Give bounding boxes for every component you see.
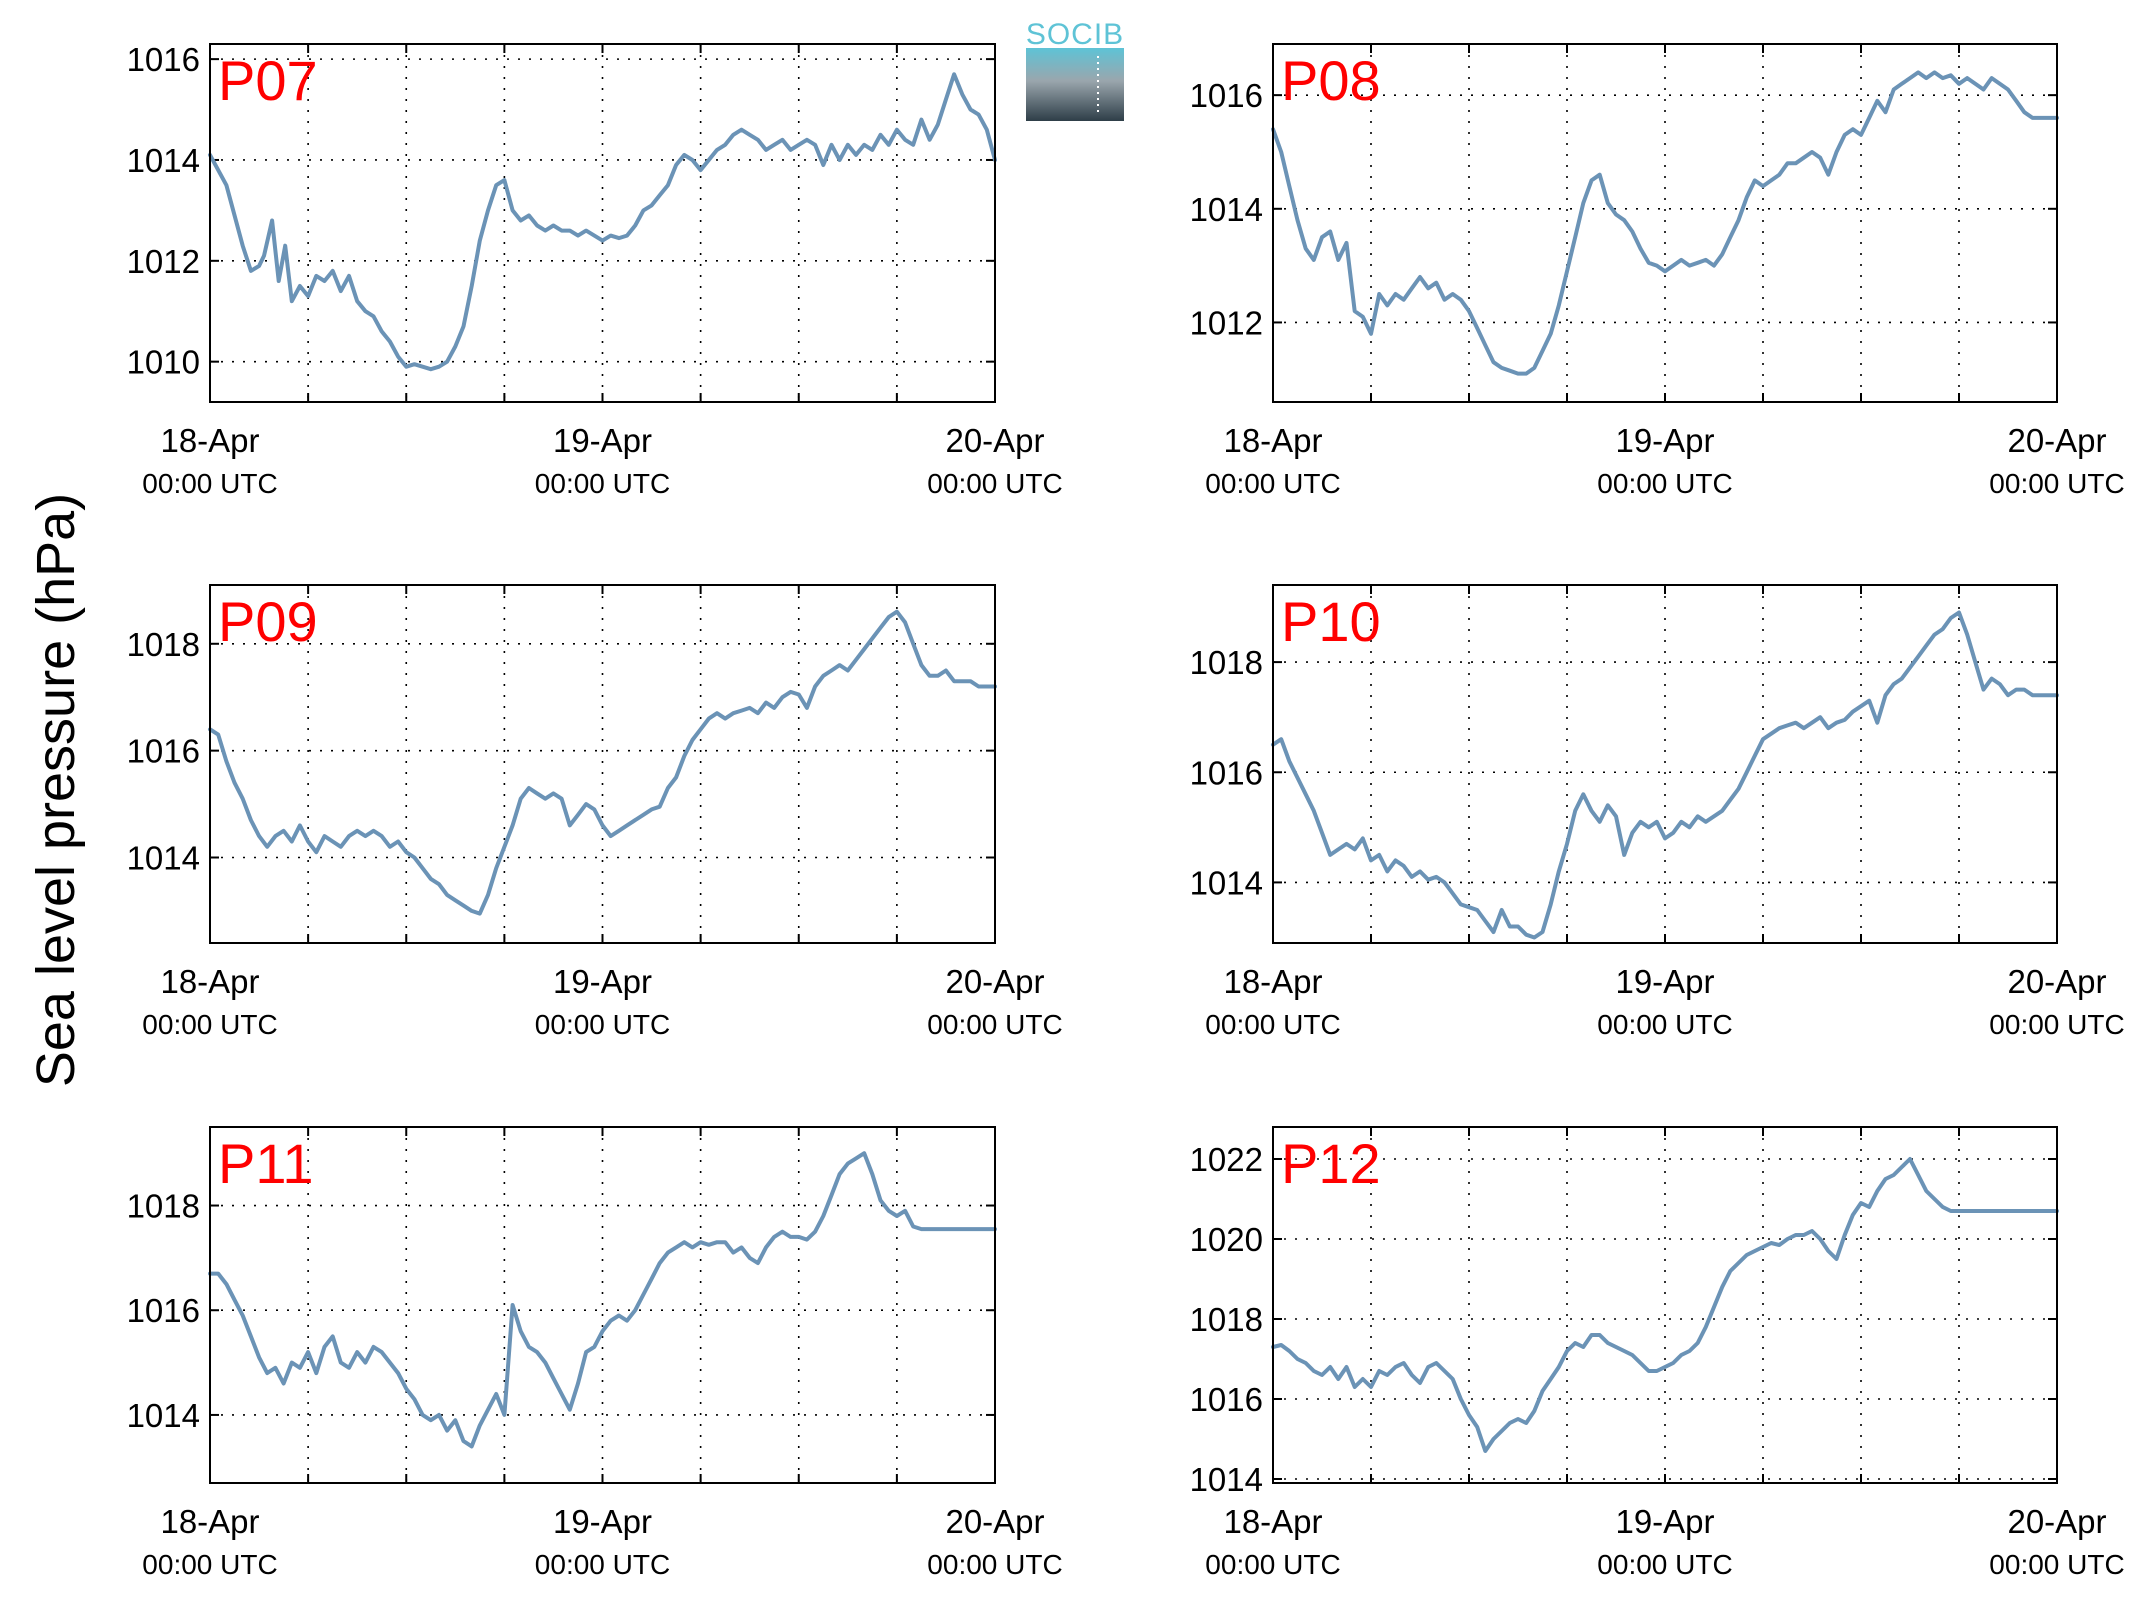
y-tick-label: 1014: [1190, 1461, 1263, 1498]
x-tick-label: 18-Apr: [160, 1503, 259, 1540]
x-tick-label: 19-Apr: [1615, 1503, 1714, 1540]
x-tick-label: 19-Apr: [1615, 422, 1714, 459]
x-tick-label: 20-Apr: [945, 963, 1044, 1000]
panel-label: P10: [1281, 590, 1381, 653]
y-tick-label: 1016: [1190, 77, 1263, 114]
x-tick-sublabel: 00:00 UTC: [142, 1009, 277, 1040]
y-tick-label: 1022: [1190, 1141, 1263, 1178]
panel-label: P12: [1281, 1132, 1381, 1195]
x-tick-label: 19-Apr: [553, 422, 652, 459]
x-tick-sublabel: 00:00 UTC: [1597, 468, 1732, 499]
x-tick-label: 18-Apr: [1223, 1503, 1322, 1540]
y-tick-label: 1014: [127, 1397, 200, 1434]
panel-p09: 1014 1016 1018 18-Apr 00:00 UTC 19-Apr 00:00 U…: [127, 584, 1063, 1040]
panel-label: P08: [1281, 49, 1381, 112]
plot-frame: [209, 43, 996, 403]
x-tick-label: 18-Apr: [1223, 422, 1322, 459]
panel-label: P07: [218, 49, 318, 112]
y-tick-label: 1016: [1190, 1381, 1263, 1418]
x-tick-label: 20-Apr: [2007, 422, 2106, 459]
y-tick-label: 1018: [127, 626, 200, 663]
x-tick-sublabel: 00:00 UTC: [535, 1549, 670, 1580]
y-tick-label: 1012: [1190, 304, 1263, 341]
plot-frame: [209, 584, 996, 944]
plot-frame: [1272, 584, 2058, 944]
panels: 1010 1012 1014 1016 18-Apr 00:00 UTC 19-Apr 00:…: [127, 41, 2125, 1580]
x-tick-sublabel: 00:00 UTC: [142, 468, 277, 499]
panel-p11: 1014 1016 1018 18-Apr 00:00 UTC 19-Apr 00:00 U…: [127, 1126, 1063, 1580]
x-tick-sublabel: 00:00 UTC: [1205, 1009, 1340, 1040]
x-tick-label: 18-Apr: [160, 422, 259, 459]
series-line-p11: [208, 1151, 997, 1449]
y-tick-label: 1014: [1190, 864, 1263, 901]
x-tick-label: 20-Apr: [2007, 1503, 2106, 1540]
x-tick-sublabel: 00:00 UTC: [1597, 1009, 1732, 1040]
x-tick-label: 19-Apr: [553, 1503, 652, 1540]
x-tick-sublabel: 00:00 UTC: [1205, 1549, 1340, 1580]
x-tick-sublabel: 00:00 UTC: [927, 1009, 1062, 1040]
x-tick-sublabel: 00:00 UTC: [927, 1549, 1062, 1580]
series-line-p12: [1271, 1157, 2059, 1453]
x-tick-label: 20-Apr: [2007, 963, 2106, 1000]
plot-frame: [209, 1126, 996, 1484]
x-tick-sublabel: 00:00 UTC: [535, 468, 670, 499]
x-tick-label: 19-Apr: [1615, 963, 1714, 1000]
y-tick-label: 1020: [1190, 1221, 1263, 1258]
y-tick-label: 1016: [127, 733, 200, 770]
x-tick-sublabel: 00:00 UTC: [1989, 468, 2124, 499]
y-tick-label: 1018: [1190, 1301, 1263, 1338]
x-tick-sublabel: 00:00 UTC: [1205, 468, 1340, 499]
y-tick-label: 1016: [127, 41, 200, 78]
series-line-p08: [1271, 70, 2059, 376]
y-tick-label: 1010: [127, 344, 200, 381]
y-tick-label: 1018: [1190, 644, 1263, 681]
x-tick-sublabel: 00:00 UTC: [927, 468, 1062, 499]
y-axis-label: Sea level pressure (hPa): [26, 493, 86, 1087]
x-tick-label: 18-Apr: [160, 963, 259, 1000]
socib-logo: SOCIB: [1026, 18, 1124, 121]
y-tick-label: 1012: [127, 243, 200, 280]
x-tick-sublabel: 00:00 UTC: [1989, 1549, 2124, 1580]
logo-text: SOCIB: [1026, 18, 1124, 51]
panel-p12: 1014 1016 1018 1020 1022 18-Apr 00:00 UTC 19-Ap…: [1190, 1126, 2125, 1580]
series-line-p07: [208, 72, 997, 372]
series-line-p09: [208, 609, 997, 916]
panel-label: P09: [218, 590, 318, 653]
panel-p07: 1010 1012 1014 1016 18-Apr 00:00 UTC 19-Apr 00:…: [127, 41, 1063, 499]
x-tick-label: 20-Apr: [945, 422, 1044, 459]
x-tick-sublabel: 00:00 UTC: [535, 1009, 670, 1040]
y-tick-label: 1016: [127, 1292, 200, 1329]
x-tick-label: 19-Apr: [553, 963, 652, 1000]
panel-p10: 1014 1016 1018 18-Apr 00:00 UTC 19-Apr 00:00 U…: [1190, 584, 2125, 1040]
panel-label: P11: [218, 1132, 313, 1195]
x-tick-sublabel: 00:00 UTC: [1989, 1009, 2124, 1040]
plot-frame: [1272, 1126, 2058, 1484]
x-tick-label: 18-Apr: [1223, 963, 1322, 1000]
x-tick-label: 20-Apr: [945, 1503, 1044, 1540]
x-tick-sublabel: 00:00 UTC: [142, 1549, 277, 1580]
y-tick-label: 1018: [127, 1188, 200, 1225]
y-tick-label: 1014: [127, 840, 200, 877]
y-tick-label: 1014: [1190, 191, 1263, 228]
x-tick-sublabel: 00:00 UTC: [1597, 1549, 1732, 1580]
panel-p08: 1012 1014 1016 18-Apr 00:00 UTC 19-Apr 00:00 U…: [1190, 43, 2125, 499]
y-tick-label: 1014: [127, 142, 200, 179]
series-line-p10: [1271, 610, 2059, 940]
plot-frame: [1272, 43, 2058, 403]
y-tick-label: 1016: [1190, 754, 1263, 791]
